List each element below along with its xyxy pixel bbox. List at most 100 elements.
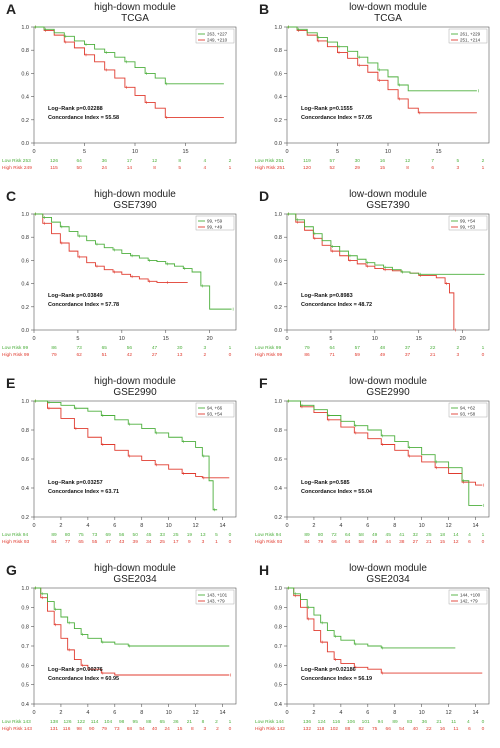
- panel-subtitle: GSE7390: [113, 200, 157, 211]
- risk-count: 15: [380, 165, 386, 171]
- risk-count: 2: [482, 158, 485, 164]
- y-tick-label: 0.0: [274, 328, 282, 334]
- risk-count: 94: [378, 719, 384, 725]
- y-tick-label: 1.0: [274, 25, 282, 31]
- risk-count: 89: [304, 532, 310, 538]
- concordance-text: Concordance Index = 55.04: [301, 489, 373, 495]
- x-tick-label: 5: [329, 336, 332, 342]
- panel-title: high-down module: [94, 2, 176, 13]
- x-tick-label: 5: [76, 336, 79, 342]
- risk-count: 131: [50, 726, 58, 732]
- risk-count: 80: [318, 532, 324, 538]
- y-tick-label: 0.2: [274, 305, 282, 311]
- risk-count: 6: [468, 539, 471, 545]
- risk-count: 47: [152, 345, 158, 351]
- risk-count: 54: [399, 726, 405, 732]
- risk-count: 65: [78, 539, 84, 545]
- risk-count: 40: [413, 726, 419, 732]
- y-tick-label: 0.6: [21, 663, 29, 669]
- risk-count: 58: [358, 539, 364, 545]
- risk-count: 7: [431, 158, 434, 164]
- panel-subtitle: TCGA: [374, 13, 402, 24]
- risk-count: 1: [229, 345, 232, 351]
- risk-count: 8: [191, 726, 194, 732]
- panel-letter: E: [6, 375, 15, 391]
- x-tick-label: 15: [416, 336, 422, 342]
- x-tick-label: 0: [32, 336, 35, 342]
- x-tick-label: 15: [182, 149, 188, 155]
- x-tick-label: 2: [312, 710, 315, 716]
- panel-title: high-down module: [94, 189, 176, 200]
- legend-entry: 143, +79: [207, 599, 225, 604]
- risk-count: 8: [153, 165, 156, 171]
- risk-count: 119: [303, 158, 311, 164]
- risk-count: 3: [204, 726, 207, 732]
- risk-count: 66: [386, 726, 392, 732]
- risk-count: 126: [64, 719, 72, 725]
- logrank-text: Log−Rank p=0.02186: [301, 667, 356, 673]
- risk-count: 104: [104, 719, 112, 725]
- concordance-text: Concordance Index = 56.19: [301, 676, 372, 682]
- risk-count: 122: [77, 719, 85, 725]
- risk-count: 62: [76, 352, 82, 358]
- y-tick-label: 0.8: [21, 428, 29, 434]
- y-tick-label: 0.7: [21, 644, 29, 650]
- x-tick-label: 6: [113, 710, 116, 716]
- risk-count: 79: [51, 352, 57, 358]
- panel-letter: D: [259, 188, 269, 204]
- risk-count: 4: [468, 532, 471, 538]
- risk-row-label: Low Risk 251: [255, 158, 284, 164]
- risk-count: 38: [399, 539, 405, 545]
- legend-box: [448, 589, 488, 605]
- y-tick-label: 0.2: [274, 118, 282, 124]
- risk-count: 65: [102, 345, 108, 351]
- risk-row-label: High Risk 143: [2, 726, 32, 732]
- risk-count: 69: [105, 532, 111, 538]
- risk-count: 0: [482, 719, 485, 725]
- plot-frame: [33, 26, 237, 144]
- survival-curve-high: [287, 213, 455, 330]
- risk-count: 43: [119, 539, 125, 545]
- risk-count: 57: [355, 345, 361, 351]
- risk-count: 0: [482, 352, 485, 358]
- risk-count: 73: [76, 345, 82, 351]
- risk-count: 80: [65, 532, 71, 538]
- legend-entry: 251, +214: [460, 38, 481, 43]
- y-tick-label: 0.5: [274, 683, 282, 689]
- panel-letter: F: [259, 375, 268, 391]
- risk-count: 54: [139, 726, 145, 732]
- risk-count: 2: [457, 345, 460, 351]
- legend-entry: 99, +59: [207, 219, 223, 224]
- x-tick-label: 12: [193, 523, 199, 529]
- x-tick-label: 0: [32, 149, 35, 155]
- y-tick-label: 0.6: [21, 258, 29, 264]
- risk-count: 116: [63, 726, 71, 732]
- x-tick-label: 0: [285, 710, 288, 716]
- logrank-text: Log−Rank p=0.1555: [301, 106, 353, 112]
- risk-count: 124: [318, 719, 326, 725]
- x-tick-label: 5: [83, 149, 86, 155]
- risk-count: 3: [457, 165, 460, 171]
- risk-count: 30: [355, 158, 361, 164]
- risk-count: 1: [229, 165, 232, 171]
- risk-count: 15: [177, 726, 183, 732]
- risk-count: 45: [386, 532, 392, 538]
- y-tick-label: 0.9: [21, 605, 29, 611]
- risk-row-label: High Risk 93: [2, 539, 30, 545]
- x-tick-label: 15: [163, 336, 169, 342]
- x-tick-label: 2: [59, 710, 62, 716]
- risk-count: 12: [152, 158, 158, 164]
- legend-entry: 261, +229: [460, 32, 481, 37]
- survival-curve-low: [34, 400, 218, 511]
- y-tick-label: 0.2: [21, 305, 29, 311]
- risk-count: 21: [430, 352, 436, 358]
- risk-count: 0: [229, 532, 232, 538]
- panel-subtitle: TCGA: [121, 13, 149, 24]
- risk-count: 6: [468, 726, 471, 732]
- survival-curve-high: [287, 400, 483, 486]
- risk-count: 15: [440, 539, 446, 545]
